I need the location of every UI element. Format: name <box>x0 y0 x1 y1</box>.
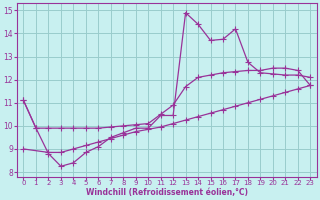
X-axis label: Windchill (Refroidissement éolien,°C): Windchill (Refroidissement éolien,°C) <box>86 188 248 197</box>
